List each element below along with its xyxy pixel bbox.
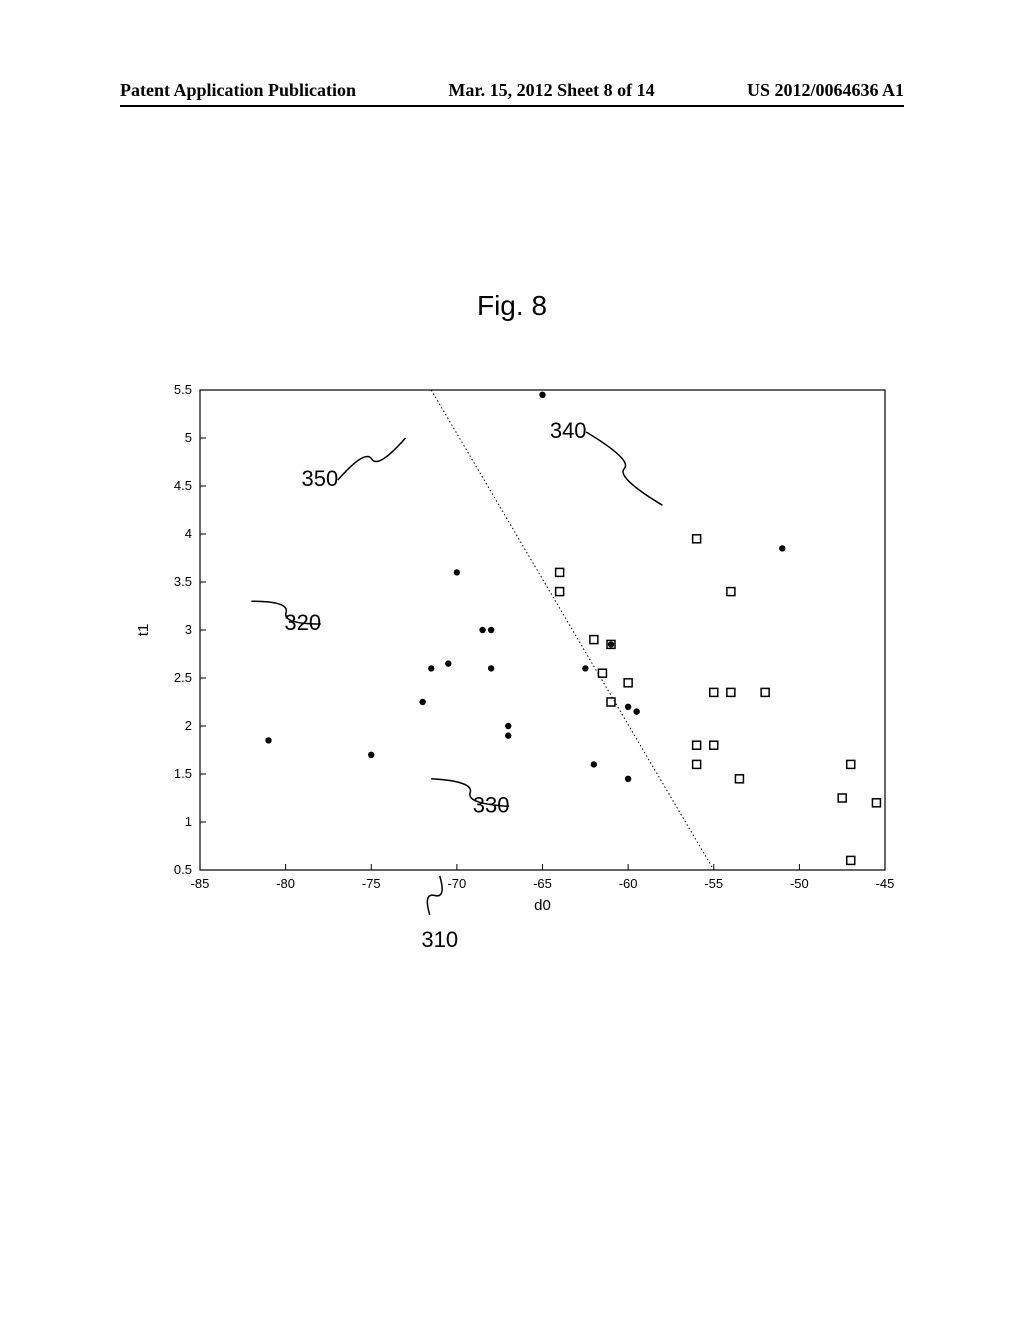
figure-title: Fig. 8 [0, 290, 1024, 322]
svg-text:4: 4 [185, 526, 192, 541]
svg-text:-80: -80 [276, 876, 295, 891]
svg-text:-55: -55 [704, 876, 723, 891]
svg-text:0.5: 0.5 [174, 862, 192, 877]
header-right: US 2012/0064636 A1 [747, 80, 904, 101]
svg-text:2: 2 [185, 718, 192, 733]
svg-text:330: 330 [473, 792, 510, 817]
header-divider [120, 105, 904, 107]
svg-text:4.5: 4.5 [174, 478, 192, 493]
svg-text:-65: -65 [533, 876, 552, 891]
header-center: Mar. 15, 2012 Sheet 8 of 14 [448, 80, 654, 101]
svg-text:d0: d0 [534, 897, 551, 914]
svg-text:310: 310 [421, 927, 458, 950]
header-left: Patent Application Publication [120, 80, 356, 101]
svg-text:340: 340 [550, 418, 587, 443]
svg-text:1: 1 [185, 814, 192, 829]
svg-text:t1: t1 [135, 624, 152, 637]
svg-text:-85: -85 [191, 876, 210, 891]
svg-text:-60: -60 [619, 876, 638, 891]
svg-text:350: 350 [302, 466, 339, 491]
svg-text:-70: -70 [447, 876, 466, 891]
svg-text:3: 3 [185, 622, 192, 637]
svg-text:3.5: 3.5 [174, 574, 192, 589]
scatter-chart: -85-80-75-70-65-60-55-50-450.511.522.533… [130, 380, 900, 950]
svg-text:320: 320 [284, 610, 321, 635]
svg-text:2.5: 2.5 [174, 670, 192, 685]
svg-text:-75: -75 [362, 876, 381, 891]
svg-text:-45: -45 [876, 876, 895, 891]
svg-text:5: 5 [185, 430, 192, 445]
svg-text:5.5: 5.5 [174, 382, 192, 397]
svg-text:-50: -50 [790, 876, 809, 891]
svg-text:1.5: 1.5 [174, 766, 192, 781]
